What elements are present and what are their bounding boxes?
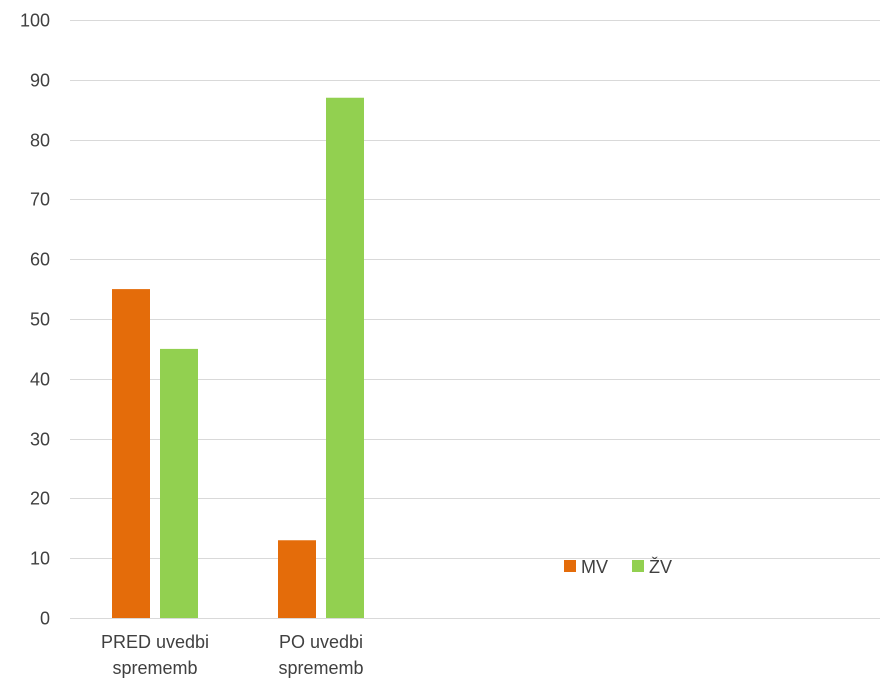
bar-MV-0 <box>112 289 150 618</box>
y-tick-label: 70 <box>30 190 50 210</box>
legend-swatch-ŽV <box>632 560 644 572</box>
y-tick-label: 0 <box>40 609 50 629</box>
grid-lines <box>70 20 880 619</box>
bar-MV-1 <box>278 540 316 618</box>
x-category-label: PO uvedbi <box>279 632 363 652</box>
x-axis-category-labels: PRED uvedbi sprememb PO uvedbi sprememb <box>101 632 364 678</box>
legend: MV ŽV <box>564 557 672 577</box>
y-tick-label: 80 <box>30 131 50 151</box>
y-tick-label: 100 <box>20 11 50 31</box>
y-tick-label: 30 <box>30 430 50 450</box>
x-category-label: PRED uvedbi <box>101 632 209 652</box>
y-tick-label: 60 <box>30 250 50 270</box>
bars <box>112 97 364 619</box>
y-tick-label: 10 <box>30 549 50 569</box>
y-tick-label: 40 <box>30 370 50 390</box>
bar-ŽV-1 <box>326 97 364 619</box>
y-tick-label: 50 <box>30 310 50 330</box>
legend-label-ŽV: ŽV <box>649 557 672 577</box>
x-category-label: sprememb <box>278 658 363 678</box>
legend-label-MV: MV <box>581 557 608 577</box>
legend-swatch-MV <box>564 560 576 572</box>
y-axis-tick-labels: 0 10 20 30 40 50 60 70 80 90 100 <box>20 11 50 629</box>
y-tick-label: 90 <box>30 71 50 91</box>
y-tick-label: 20 <box>30 489 50 509</box>
bar-ŽV-0 <box>160 348 198 618</box>
x-category-label: sprememb <box>112 658 197 678</box>
